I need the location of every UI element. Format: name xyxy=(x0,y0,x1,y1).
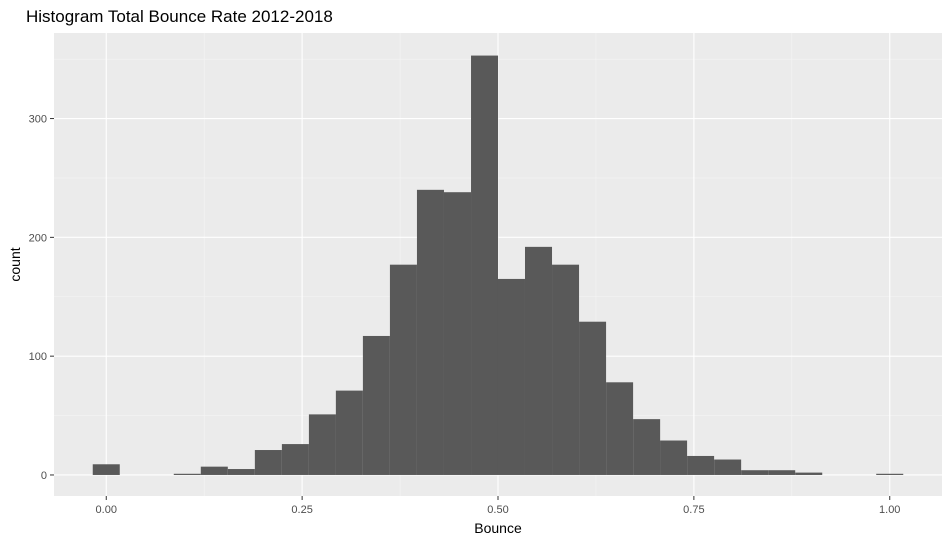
histogram-bar xyxy=(173,473,201,475)
histogram-bar xyxy=(876,473,904,475)
y-tick-label: 300 xyxy=(29,114,47,126)
x-axis-ticks: 0.00 0.25 0.50 0.75 1.00 xyxy=(96,496,900,516)
y-tick-label: 200 xyxy=(29,232,47,244)
x-tick-label: 0.50 xyxy=(487,504,508,516)
histogram-bar xyxy=(714,459,742,475)
histogram-bar xyxy=(443,192,472,475)
y-tick-label: 0 xyxy=(41,470,47,482)
x-axis-title: Bounce xyxy=(474,520,522,536)
histogram-bar xyxy=(200,466,228,475)
histogram-bar xyxy=(281,444,309,475)
histogram-bar xyxy=(524,246,553,475)
histogram-bar xyxy=(687,455,715,475)
histogram-bar xyxy=(471,55,499,475)
x-tick-label: 1.00 xyxy=(879,504,900,516)
histogram-bar xyxy=(768,470,796,475)
histogram-bar xyxy=(606,382,634,475)
y-axis-ticks: 0 100 200 300 xyxy=(29,114,54,482)
x-tick-label: 0.75 xyxy=(683,504,704,516)
histogram-bars xyxy=(92,55,904,475)
x-tick-label: 0.00 xyxy=(96,504,117,516)
histogram-bar xyxy=(335,390,363,475)
histogram-bar xyxy=(552,264,580,475)
chart-title: Histogram Total Bounce Rate 2012-2018 xyxy=(26,7,333,26)
histogram-bar xyxy=(362,335,390,475)
histogram-bar xyxy=(741,470,769,475)
y-tick-label: 100 xyxy=(29,351,47,363)
histogram-bar xyxy=(389,264,417,475)
histogram-bar xyxy=(795,472,823,475)
histogram-bar xyxy=(308,414,336,475)
y-axis-title: count xyxy=(7,247,23,281)
histogram-bar xyxy=(660,440,688,475)
x-tick-label: 0.25 xyxy=(291,504,312,516)
histogram-bar xyxy=(227,469,255,475)
histogram-bar xyxy=(416,189,444,475)
histogram-bar xyxy=(497,278,525,475)
histogram-bar xyxy=(633,419,661,475)
histogram-bar xyxy=(254,450,282,475)
histogram-bar xyxy=(92,464,120,475)
histogram-bar xyxy=(579,321,607,475)
